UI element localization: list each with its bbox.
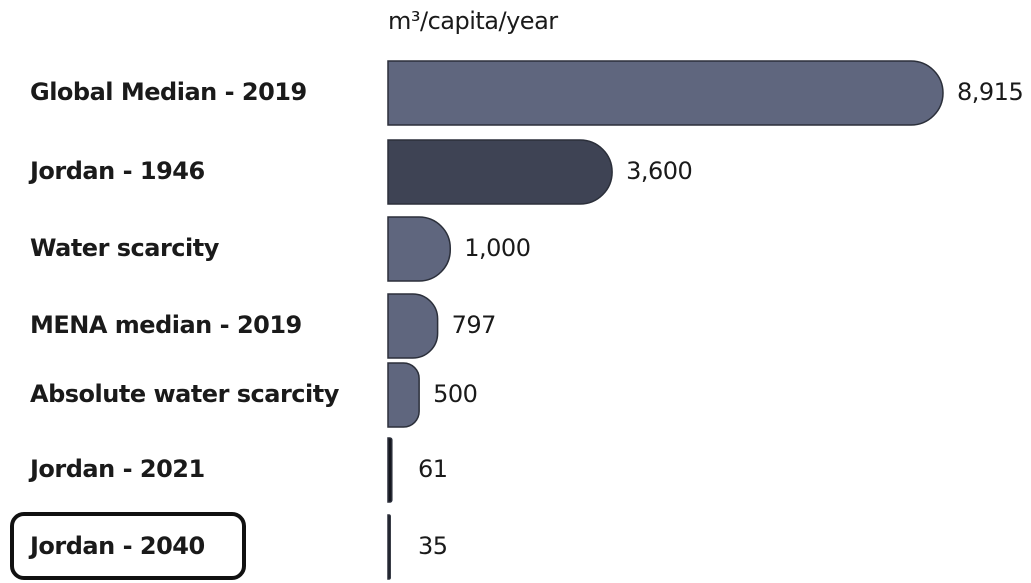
bar	[387, 139, 613, 205]
value-label: 35	[418, 532, 448, 560]
category-label: Jordan - 2040	[28, 532, 205, 560]
category-label: Water scarcity	[30, 234, 220, 262]
value-label: 1,000	[464, 234, 530, 262]
highlight-box	[10, 512, 246, 580]
bar	[387, 362, 420, 428]
value-label: 8,915	[957, 78, 1023, 106]
bar	[387, 437, 393, 503]
value-label: 3,600	[626, 157, 692, 185]
bar	[387, 216, 452, 282]
axis-label: m³/capita/year	[388, 7, 558, 35]
value-label: 500	[433, 380, 477, 408]
category-label: Global Median - 2019	[30, 78, 307, 106]
category-label: Jordan - 1946	[28, 157, 205, 185]
category-label: Absolute water scarcity	[30, 380, 340, 408]
value-label: 797	[452, 311, 496, 339]
bar	[387, 514, 391, 580]
category-label: MENA median - 2019	[30, 311, 302, 339]
value-label: 61	[418, 455, 448, 483]
bar	[387, 293, 439, 359]
bar	[387, 60, 944, 126]
category-label: Jordan - 2021	[28, 455, 205, 483]
